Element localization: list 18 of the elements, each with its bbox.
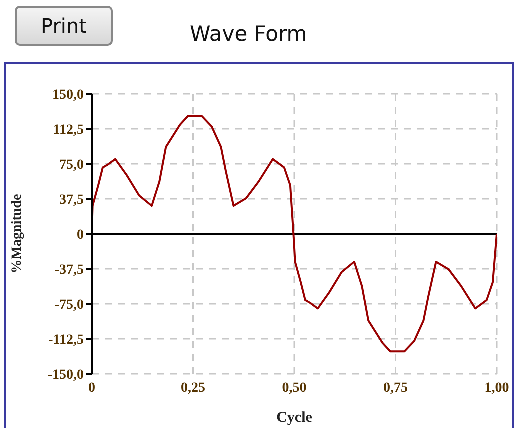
button: Print — [15, 6, 113, 46]
x-tick-label: 0,50 — [282, 380, 307, 396]
y-tick-label: 150,0 — [52, 88, 84, 103]
y-tick-label: -37,5 — [54, 262, 84, 278]
x-tick-label: 0,25 — [181, 380, 206, 396]
y-tick-label: 37,5 — [60, 192, 84, 208]
x-tick-label: 0 — [88, 380, 96, 396]
chart-title: Wave Form — [190, 22, 308, 46]
y-tick-label: 75,0 — [60, 158, 84, 173]
y-tick-label: -150,0 — [48, 368, 84, 383]
y-tick-label: 0 — [77, 228, 84, 243]
x-tick-label: 1,00 — [484, 380, 510, 396]
x-axis-title: Cycle — [276, 410, 313, 426]
y-axis-title: %Magnitude — [10, 194, 25, 274]
y-tick-label: -75,0 — [54, 298, 84, 313]
y-tick-label: -112,5 — [48, 332, 84, 348]
y-tick-label: 112,5 — [53, 122, 84, 138]
x-tick-label: 0,75 — [384, 380, 408, 396]
